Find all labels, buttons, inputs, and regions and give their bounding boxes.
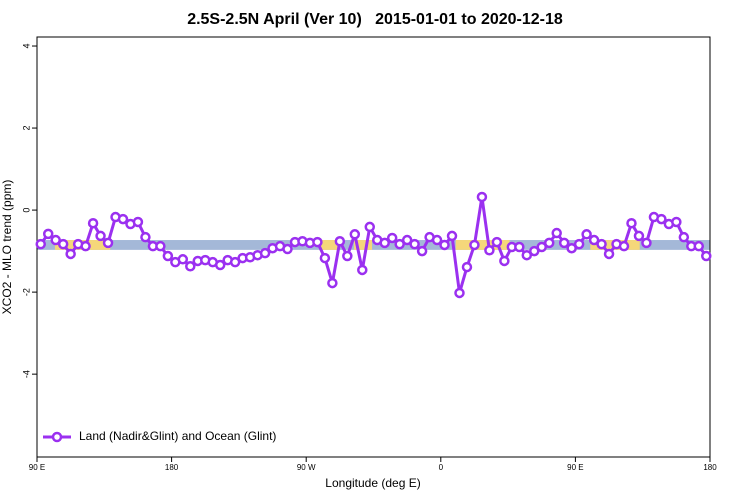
data-point bbox=[282, 243, 293, 255]
data-point bbox=[132, 216, 144, 228]
y-tick-label: 0 bbox=[21, 208, 31, 213]
data-point bbox=[529, 245, 540, 257]
data-point bbox=[42, 228, 54, 240]
x-tick-label: 180 bbox=[165, 463, 179, 472]
data-point bbox=[499, 255, 510, 267]
x-tick-label: 90 E bbox=[29, 463, 45, 472]
data-point bbox=[671, 216, 682, 228]
data-point bbox=[618, 240, 630, 252]
data-point bbox=[543, 237, 555, 249]
land-band bbox=[455, 240, 510, 250]
data-point bbox=[454, 287, 465, 299]
data-point bbox=[50, 234, 61, 246]
x-tick-label: 0 bbox=[439, 463, 444, 472]
data-point bbox=[484, 245, 495, 256]
x-tick-label: 180 bbox=[703, 463, 717, 472]
data-point bbox=[656, 213, 667, 225]
data-point bbox=[641, 237, 652, 249]
data-point bbox=[439, 239, 450, 251]
data-point bbox=[57, 238, 69, 250]
data-point bbox=[401, 234, 413, 246]
data-point bbox=[469, 239, 480, 251]
data-point bbox=[140, 231, 151, 243]
y-axis-label: XCO2 - MLO trend (ppm) bbox=[0, 180, 14, 315]
data-point bbox=[678, 231, 690, 243]
data-point bbox=[155, 240, 166, 252]
data-point bbox=[349, 229, 361, 240]
data-point bbox=[514, 241, 525, 253]
data-point bbox=[581, 229, 592, 240]
land-band bbox=[319, 240, 340, 250]
data-point bbox=[596, 238, 607, 250]
data-point bbox=[65, 248, 76, 260]
data-point bbox=[342, 250, 353, 262]
data-point bbox=[626, 217, 637, 229]
data-point bbox=[446, 230, 458, 242]
data-point bbox=[409, 238, 420, 250]
y-tick-label: -4 bbox=[21, 370, 31, 378]
data-point bbox=[327, 277, 338, 289]
chart-title: 2.5S-2.5N April (Ver 10) 2015-01-01 to 2… bbox=[187, 11, 563, 28]
data-point bbox=[588, 234, 600, 246]
data-point bbox=[536, 241, 547, 253]
x-axis-label: Longitude (deg E) bbox=[325, 476, 420, 490]
y-tick-label: 4 bbox=[21, 44, 31, 49]
data-point bbox=[214, 259, 226, 271]
data-point bbox=[416, 245, 428, 257]
data-point bbox=[491, 236, 503, 248]
data-point bbox=[312, 236, 323, 248]
data-point bbox=[87, 217, 99, 229]
data-point bbox=[80, 240, 91, 252]
data-point bbox=[334, 236, 346, 247]
data-point bbox=[693, 240, 705, 252]
ocean-band bbox=[37, 240, 710, 250]
data-point bbox=[551, 227, 562, 239]
data-point bbox=[259, 247, 271, 259]
data-point bbox=[476, 191, 488, 203]
land-band bbox=[354, 240, 373, 250]
data-point bbox=[379, 237, 390, 249]
data-point bbox=[117, 213, 129, 225]
data-point bbox=[95, 230, 106, 242]
legend-label: Land (Nadir&Glint) and Ocean (Glint) bbox=[79, 429, 276, 443]
x-tick-label: 90 W bbox=[297, 463, 316, 472]
data-point bbox=[35, 238, 46, 250]
data-point bbox=[102, 237, 114, 249]
y-tick-label: -2 bbox=[21, 288, 31, 296]
data-point bbox=[162, 250, 174, 262]
data-point bbox=[394, 238, 405, 250]
data-point bbox=[461, 261, 473, 273]
data-point bbox=[177, 254, 189, 265]
data-point bbox=[185, 261, 196, 272]
data-point bbox=[521, 249, 533, 261]
data-point bbox=[573, 238, 585, 250]
y-tick-label: 2 bbox=[21, 126, 31, 131]
data-point bbox=[558, 237, 570, 249]
x-tick-label: 90 E bbox=[567, 463, 583, 472]
data-point bbox=[566, 242, 577, 254]
data-point bbox=[701, 250, 712, 262]
data-point bbox=[319, 252, 331, 264]
data-point bbox=[357, 264, 368, 276]
data-point bbox=[229, 256, 241, 268]
data-point bbox=[431, 234, 443, 246]
data-point bbox=[386, 232, 398, 244]
data-point bbox=[364, 221, 376, 233]
legend-marker bbox=[51, 431, 63, 443]
data-point bbox=[633, 230, 645, 242]
data-point bbox=[603, 248, 615, 260]
